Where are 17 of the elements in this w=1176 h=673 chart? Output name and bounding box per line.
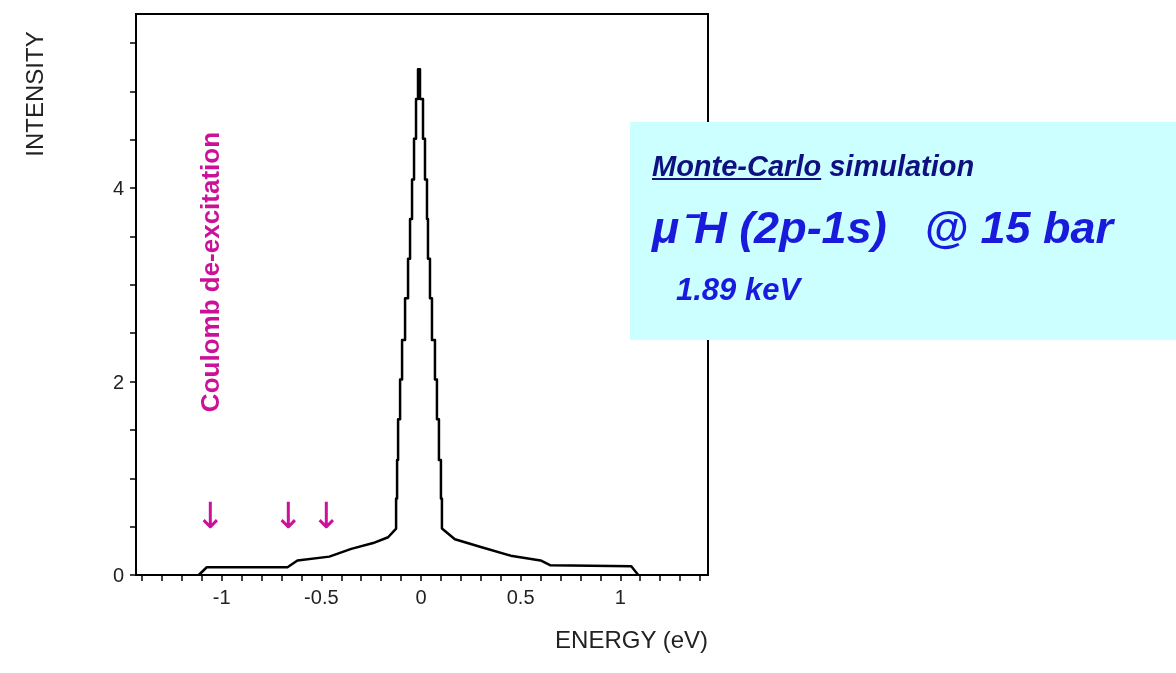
y-tick-label: 2 bbox=[112, 370, 124, 393]
annotation: ↓ bbox=[272, 494, 304, 536]
y-tick-label: 0 bbox=[112, 564, 124, 586]
x-tick-label: 0.5 bbox=[506, 586, 535, 608]
y-axis-title: INTENSITY bbox=[20, 31, 48, 157]
annotation: Coulomb de-excitation bbox=[195, 131, 225, 413]
x-tick-label: -1 bbox=[212, 586, 231, 608]
annotation: μ⁻H (2p-1s) @ 15 bar bbox=[652, 201, 1116, 255]
annotation: 1.89 keV bbox=[676, 272, 803, 308]
annotation: ↓ bbox=[194, 494, 226, 536]
x-tick-label: -0.5 bbox=[304, 586, 339, 608]
x-tick-label: 0 bbox=[415, 586, 427, 608]
annotation: ↓ bbox=[310, 494, 342, 536]
y-tick-label: 4 bbox=[112, 177, 124, 200]
x-tick-label: 1 bbox=[614, 586, 626, 608]
x-axis-title: ENERGY (eV) bbox=[555, 625, 708, 653]
annotation: Monte-Carlo simulation bbox=[652, 150, 976, 183]
